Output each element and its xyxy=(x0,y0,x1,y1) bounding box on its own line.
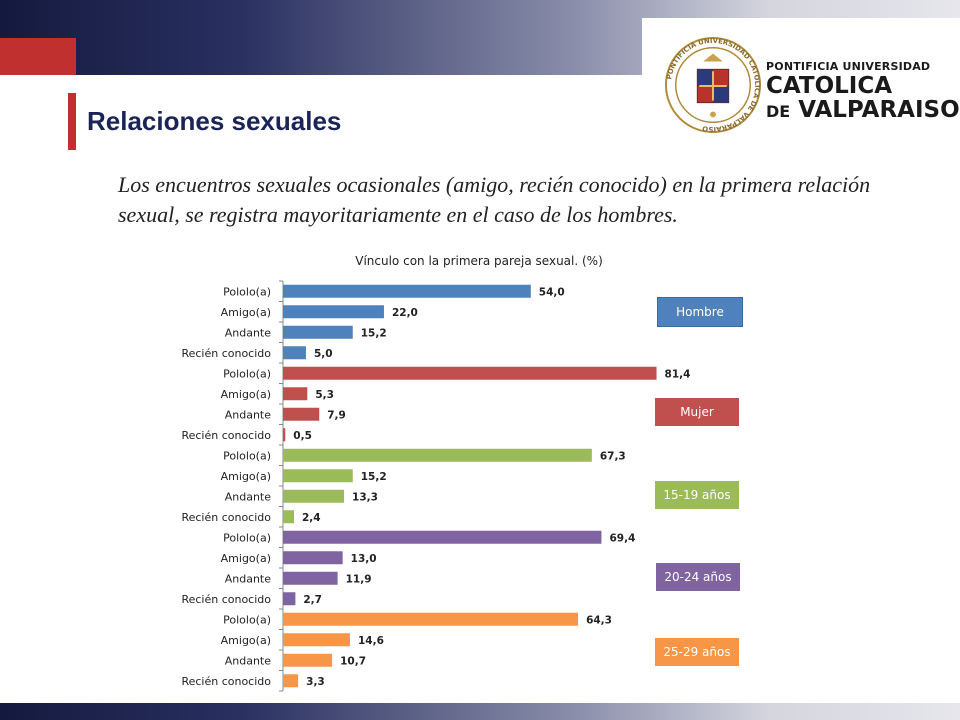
chart-title: Vínculo con la primera pareja sexual. (%… xyxy=(355,254,603,268)
category-label: Amigo(a) xyxy=(221,470,271,483)
category-label: Recién conocido xyxy=(181,593,271,606)
university-name-line2: CATOLICA xyxy=(766,73,893,99)
bar xyxy=(283,530,602,544)
category-label: Recién conocido xyxy=(181,511,271,524)
bars-group: Pololo(a) 54,0 Amigo(a) 22,0 Andante 15,2 Reci… xyxy=(181,280,691,692)
legend-entry: Mujer xyxy=(655,398,739,426)
data-label: 67,3 xyxy=(600,450,626,462)
university-seal-icon: PONTIFICIA UNIVERSIDAD CATOLICA DE VALPA… xyxy=(664,37,761,133)
data-label: 22,0 xyxy=(392,307,418,319)
data-label: 2,7 xyxy=(303,594,322,606)
university-name: PONTIFICIA UNIVERSIDAD CATOLICA DE VALPA… xyxy=(766,60,960,124)
bottom-banner xyxy=(0,703,960,720)
legend-entry: 15-19 años xyxy=(655,481,739,509)
bar xyxy=(283,571,338,585)
data-label: 5,3 xyxy=(315,389,334,401)
bar xyxy=(283,428,286,442)
bar xyxy=(283,633,350,647)
category-label: Recién conocido xyxy=(181,347,271,360)
bar xyxy=(283,489,345,503)
legend-entry: 20-24 años xyxy=(656,563,740,591)
category-label: Recién conocido xyxy=(181,429,271,442)
data-label: 11,9 xyxy=(346,573,372,585)
data-label: 0,5 xyxy=(293,430,312,442)
legend-entry: Hombre xyxy=(657,297,743,327)
data-label: 15,2 xyxy=(361,471,387,483)
category-label: Pololo(a) xyxy=(223,531,271,544)
bar xyxy=(283,469,353,483)
bar xyxy=(283,448,592,462)
bar xyxy=(283,284,531,298)
category-label: Recién conocido xyxy=(181,675,271,688)
data-label: 7,9 xyxy=(327,409,346,421)
bar xyxy=(283,407,320,421)
data-label: 69,4 xyxy=(609,532,635,544)
category-label: Pololo(a) xyxy=(223,285,271,298)
category-label: Pololo(a) xyxy=(223,613,271,626)
data-label: 2,4 xyxy=(302,512,321,524)
data-label: 15,2 xyxy=(361,327,387,339)
category-label: Amigo(a) xyxy=(221,552,271,565)
data-label: 14,6 xyxy=(358,635,384,647)
university-name-line3: DE VALPARAISO xyxy=(766,98,960,124)
category-label: Amigo(a) xyxy=(221,306,271,319)
university-name-city: VALPARAISO xyxy=(790,97,960,123)
category-label: Amigo(a) xyxy=(221,634,271,647)
category-label: Andante xyxy=(225,408,272,421)
data-label: 5,0 xyxy=(314,348,333,360)
page-title: Relaciones sexuales xyxy=(87,106,342,136)
title-accent-bar xyxy=(68,93,76,150)
bar xyxy=(283,674,299,688)
data-label: 81,4 xyxy=(665,368,691,380)
bar xyxy=(283,592,296,606)
university-name-de: DE xyxy=(766,102,791,121)
data-label: 13,0 xyxy=(351,553,377,565)
university-name-line1: PONTIFICIA UNIVERSIDAD xyxy=(766,60,931,73)
bar xyxy=(283,653,333,667)
red-accent-tab xyxy=(0,38,76,75)
bar xyxy=(283,305,384,319)
bar xyxy=(283,346,306,360)
bar xyxy=(283,325,353,339)
legend-entry: 25-29 años xyxy=(655,638,739,666)
category-label: Andante xyxy=(225,654,272,667)
category-label: Andante xyxy=(225,572,272,585)
bar xyxy=(283,366,657,380)
data-label: 3,3 xyxy=(306,676,325,688)
bar xyxy=(283,510,295,524)
page-subtitle: Los encuentros sexuales ocasionales (ami… xyxy=(118,172,871,227)
bar xyxy=(283,612,579,626)
data-label: 10,7 xyxy=(340,655,366,667)
data-label: 64,3 xyxy=(586,614,612,626)
bar xyxy=(283,551,343,565)
category-label: Andante xyxy=(225,490,272,503)
data-label: 54,0 xyxy=(539,286,565,298)
category-label: Pololo(a) xyxy=(223,367,271,380)
category-label: Pololo(a) xyxy=(223,449,271,462)
data-label: 13,3 xyxy=(352,491,378,503)
category-label: Andante xyxy=(225,326,272,339)
category-label: Amigo(a) xyxy=(221,388,271,401)
bar xyxy=(283,387,308,401)
